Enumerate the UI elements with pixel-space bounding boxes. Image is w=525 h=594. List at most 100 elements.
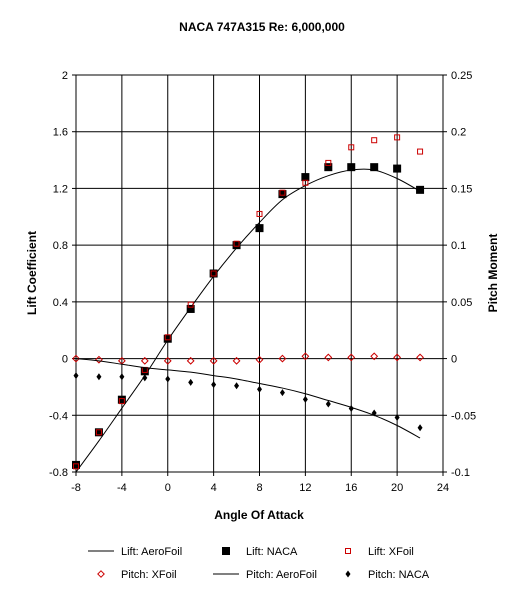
series-layer bbox=[72, 134, 425, 473]
y2-tick-label: 0 bbox=[451, 354, 457, 366]
data-point bbox=[118, 398, 125, 405]
y-tick-label: -0.4 bbox=[49, 410, 68, 422]
data-point bbox=[370, 352, 379, 361]
data-point bbox=[257, 385, 262, 393]
legend-label: Pitch: XFoil bbox=[121, 569, 177, 581]
data-point bbox=[73, 463, 79, 470]
legend-marker-swatch bbox=[345, 570, 351, 578]
data-point bbox=[187, 301, 194, 308]
x-tick-label: -8 bbox=[71, 482, 81, 494]
data-point bbox=[232, 241, 241, 250]
legend-item: Lift: XFoil bbox=[345, 546, 414, 558]
data-point bbox=[393, 164, 402, 173]
data-point bbox=[325, 400, 331, 408]
data-point bbox=[95, 355, 103, 364]
series-lift-naca bbox=[72, 163, 425, 469]
legend-item: Pitch: NACA bbox=[345, 569, 430, 581]
data-point bbox=[72, 460, 80, 469]
data-point bbox=[301, 352, 310, 361]
data-point bbox=[256, 210, 263, 217]
data-point bbox=[188, 378, 194, 386]
y2-tick-label: 0.15 bbox=[451, 183, 472, 195]
y-tick-label: 0.4 bbox=[53, 297, 68, 309]
y2-tick-labels: -0.1 -0.05 0 0.05 0.1 0.15 0.2 0.25 bbox=[451, 70, 476, 479]
data-point bbox=[416, 353, 424, 362]
series-lift-aerofoil bbox=[75, 168, 421, 473]
series-lift-xfoil bbox=[73, 134, 424, 470]
data-point bbox=[279, 389, 285, 397]
series-line bbox=[75, 168, 421, 473]
data-point bbox=[211, 381, 217, 389]
data-point bbox=[234, 382, 240, 390]
data-point bbox=[73, 372, 79, 380]
y2-tick-label: 0.1 bbox=[451, 240, 466, 252]
y-tick-labels: -0.8 -0.4 0 0.4 0.8 1.2 1.6 2 bbox=[49, 70, 68, 479]
data-point bbox=[209, 269, 218, 278]
x-tick-label: 24 bbox=[437, 482, 449, 494]
legend: Lift: AeroFoil Lift: NACA Lift: XFoil Pitch… bbox=[88, 546, 430, 581]
data-point bbox=[117, 395, 126, 404]
data-point bbox=[393, 353, 402, 362]
series-pitch-aerofoil bbox=[75, 358, 421, 439]
y2-axis-title: Pitch Moment bbox=[486, 234, 500, 313]
data-point bbox=[325, 159, 332, 166]
data-point bbox=[72, 354, 80, 363]
x-tick-label: 8 bbox=[256, 482, 262, 494]
series-line bbox=[75, 358, 421, 439]
x-axis-title: Angle Of Attack bbox=[214, 508, 304, 522]
data-point bbox=[255, 355, 264, 364]
legend-label: Pitch: NACA bbox=[368, 569, 430, 581]
series-pitch-xfoil bbox=[72, 352, 424, 365]
data-point bbox=[255, 224, 264, 233]
gridlines bbox=[75, 74, 444, 473]
data-point bbox=[140, 367, 149, 376]
legend-marker-swatch bbox=[222, 547, 230, 555]
data-point bbox=[163, 356, 172, 365]
y-tick-label: 1.6 bbox=[53, 127, 68, 139]
x-tick-label: 0 bbox=[165, 482, 171, 494]
legend-label: Lift: NACA bbox=[246, 546, 298, 558]
y-tick-label: -0.8 bbox=[49, 467, 68, 479]
data-point bbox=[233, 240, 240, 247]
y2-tick-label: -0.05 bbox=[451, 410, 476, 422]
y-tick-label: 1.2 bbox=[53, 183, 68, 195]
x-tick-label: 16 bbox=[345, 482, 357, 494]
y-axis-title: Lift Coefficient bbox=[25, 231, 39, 315]
legend-label: Lift: AeroFoil bbox=[121, 546, 182, 558]
chart-title: NACA 747A315 Re: 6,000,000 bbox=[179, 20, 345, 34]
data-point bbox=[210, 270, 217, 277]
legend-label: Pitch: AeroFoil bbox=[246, 569, 317, 581]
legend-label: Lift: XFoil bbox=[368, 546, 414, 558]
y2-tick-label: 0.05 bbox=[451, 297, 472, 309]
y2-tick-label: -0.1 bbox=[451, 467, 470, 479]
data-point bbox=[119, 373, 125, 381]
data-point bbox=[302, 179, 309, 186]
series-pitch-naca bbox=[73, 372, 423, 432]
data-point bbox=[394, 414, 400, 422]
data-point bbox=[279, 189, 286, 196]
legend-item: Pitch: XFoil bbox=[97, 569, 177, 581]
data-point bbox=[301, 173, 310, 182]
data-point bbox=[371, 409, 377, 417]
data-point bbox=[394, 134, 401, 141]
data-point bbox=[348, 404, 354, 412]
data-point bbox=[96, 373, 102, 381]
x-tick-label: -4 bbox=[117, 482, 127, 494]
x-tick-label: 4 bbox=[211, 482, 217, 494]
data-point bbox=[164, 334, 171, 341]
y2-tick-label: 0.2 bbox=[451, 127, 466, 139]
y-tick-label: 0.8 bbox=[53, 240, 68, 252]
data-point bbox=[370, 163, 379, 172]
data-point bbox=[186, 304, 195, 313]
data-point bbox=[416, 185, 425, 194]
data-point bbox=[163, 334, 172, 343]
data-point bbox=[417, 424, 423, 432]
legend-item: Lift: AeroFoil bbox=[88, 546, 182, 558]
data-point bbox=[324, 163, 333, 172]
data-point bbox=[94, 428, 103, 437]
data-point bbox=[95, 429, 102, 436]
y-tick-label: 2 bbox=[62, 70, 68, 82]
data-point bbox=[371, 137, 378, 144]
y2-tick-label: 0.25 bbox=[451, 70, 472, 82]
